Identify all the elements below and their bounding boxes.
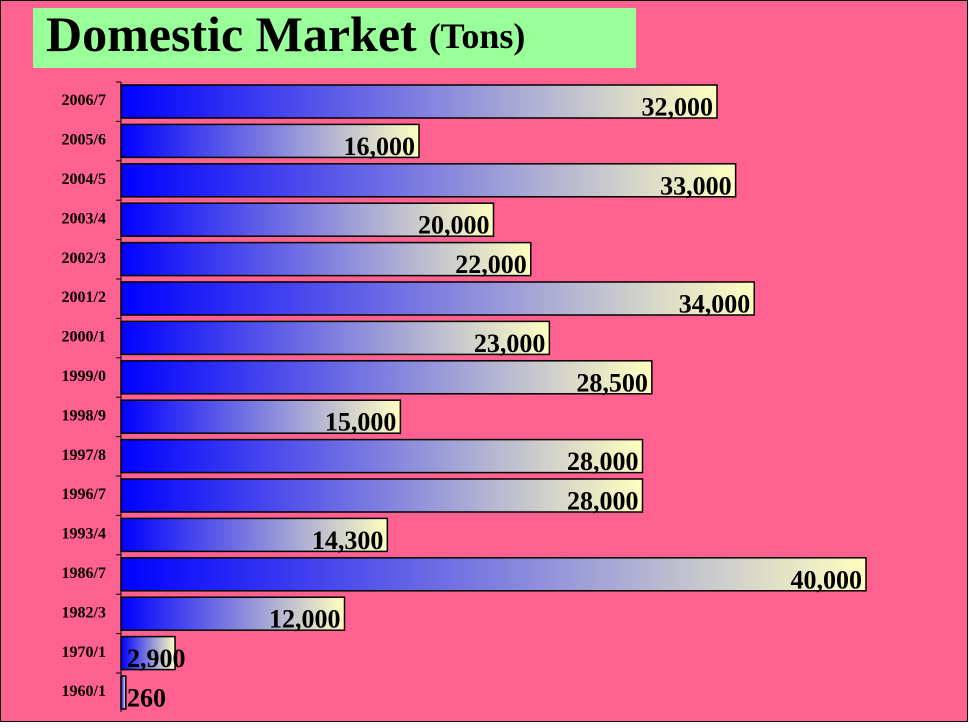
value-label: 23,000 xyxy=(474,329,546,358)
y-tick-label: 1982/3 xyxy=(62,604,106,621)
chart-title: Domestic Market (Tons) xyxy=(46,6,525,62)
value-label: 16,000 xyxy=(344,132,416,161)
value-label: 34,000 xyxy=(679,289,751,318)
y-tick-label: 2003/4 xyxy=(62,210,106,227)
value-label: 14,300 xyxy=(312,526,384,555)
bar xyxy=(120,163,737,198)
bar xyxy=(120,635,176,671)
title-unit: (Tons) xyxy=(429,16,526,56)
value-label: 32,000 xyxy=(642,92,714,121)
value-label: 28,000 xyxy=(567,447,639,476)
bar xyxy=(120,84,718,119)
value-label: 20,000 xyxy=(418,211,490,240)
bar xyxy=(120,320,551,356)
value-label: 28,000 xyxy=(567,486,639,515)
y-tick-label: 1997/8 xyxy=(62,447,106,464)
y-tick-label: 1993/4 xyxy=(62,526,106,543)
bar xyxy=(120,399,402,434)
y-tick-label: 2006/7 xyxy=(62,92,106,109)
y-tick-label: 1960/1 xyxy=(62,683,106,700)
bar xyxy=(120,123,420,159)
y-tick-label: 1996/7 xyxy=(62,486,106,503)
value-label: 40,000 xyxy=(791,565,863,594)
y-tick-label: 1970/1 xyxy=(62,644,106,661)
title-text: Domestic Market xyxy=(46,6,417,62)
y-tick-label: 1986/7 xyxy=(62,565,106,582)
y-tick-label: 2000/1 xyxy=(62,329,106,346)
value-label: 260 xyxy=(127,683,166,712)
value-label: 15,000 xyxy=(325,408,397,437)
bar xyxy=(120,281,755,316)
value-label: 22,000 xyxy=(455,250,527,279)
bar xyxy=(120,557,867,592)
bar xyxy=(120,517,389,553)
bar xyxy=(120,202,495,237)
y-tick-label: 1999/0 xyxy=(62,368,106,385)
bar xyxy=(120,596,346,631)
value-label: 28,500 xyxy=(576,368,648,397)
bar xyxy=(120,675,127,710)
value-label: 12,000 xyxy=(269,605,341,634)
y-tick-label: 2004/5 xyxy=(62,171,106,188)
y-tick-label: 2002/3 xyxy=(62,250,106,267)
y-tick-label: 1998/9 xyxy=(62,407,106,424)
bar xyxy=(120,360,653,395)
value-label: 33,000 xyxy=(660,171,732,200)
bar xyxy=(120,438,644,474)
bar xyxy=(120,478,644,513)
y-tick-label: 2001/2 xyxy=(62,289,106,306)
value-label: 2,900 xyxy=(127,644,186,673)
bar xyxy=(120,241,532,277)
title-box xyxy=(33,8,636,68)
y-tick-label: 2005/6 xyxy=(62,132,106,149)
